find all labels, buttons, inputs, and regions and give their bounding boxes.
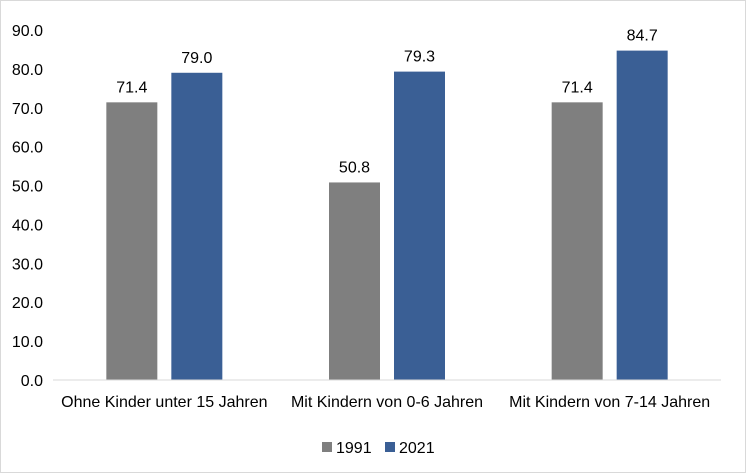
bar-1991-3 bbox=[551, 102, 603, 380]
x-axis: Ohne Kinder unter 15 Jahren Mit Kindern v… bbox=[61, 394, 710, 411]
legend-swatch-2021 bbox=[385, 442, 395, 452]
y-tick-label: 80.0 bbox=[12, 62, 43, 79]
data-label-1991-3: 71.4 bbox=[562, 79, 593, 96]
y-tick-label: 60.0 bbox=[12, 140, 43, 157]
bars bbox=[106, 50, 668, 381]
legend-label-1991: 1991 bbox=[336, 440, 372, 457]
bar-2021-2 bbox=[394, 71, 445, 380]
y-tick-label: 70.0 bbox=[12, 101, 43, 118]
bar-1991-2 bbox=[329, 182, 380, 380]
data-label-1991-1: 71.4 bbox=[116, 79, 147, 96]
y-tick-label: 40.0 bbox=[12, 217, 43, 234]
y-axis: 0.0 10.0 20.0 30.0 40.0 50.0 60.0 70.0 80.0 90.0 bbox=[12, 23, 43, 390]
bar-2021-1 bbox=[171, 72, 223, 381]
x-category-label: Mit Kindern von 7-14 Jahren bbox=[509, 394, 710, 411]
data-label-2021-1: 79.0 bbox=[181, 50, 212, 67]
x-category-label: Ohne Kinder unter 15 Jahren bbox=[61, 394, 267, 411]
x-category-label: Mit Kindern von 0-6 Jahren bbox=[291, 394, 483, 411]
y-tick-label: 30.0 bbox=[12, 256, 43, 273]
legend-label-2021: 2021 bbox=[399, 440, 435, 457]
data-label-2021-3: 84.7 bbox=[627, 28, 658, 45]
data-labels: 71.4 79.0 50.8 79.3 71.4 84.7 bbox=[116, 28, 658, 177]
data-label-1991-2: 50.8 bbox=[339, 159, 370, 176]
y-tick-label: 90.0 bbox=[12, 23, 43, 40]
y-tick-label: 10.0 bbox=[12, 334, 43, 351]
y-tick-label: 0.0 bbox=[21, 373, 43, 390]
legend: 1991 2021 bbox=[322, 440, 435, 457]
bar-2021-3 bbox=[616, 50, 668, 380]
y-tick-label: 20.0 bbox=[12, 295, 43, 312]
bar-1991-1 bbox=[106, 102, 158, 380]
legend-swatch-1991 bbox=[322, 442, 332, 452]
y-tick-label: 50.0 bbox=[12, 179, 43, 196]
data-label-2021-2: 79.3 bbox=[404, 49, 435, 66]
